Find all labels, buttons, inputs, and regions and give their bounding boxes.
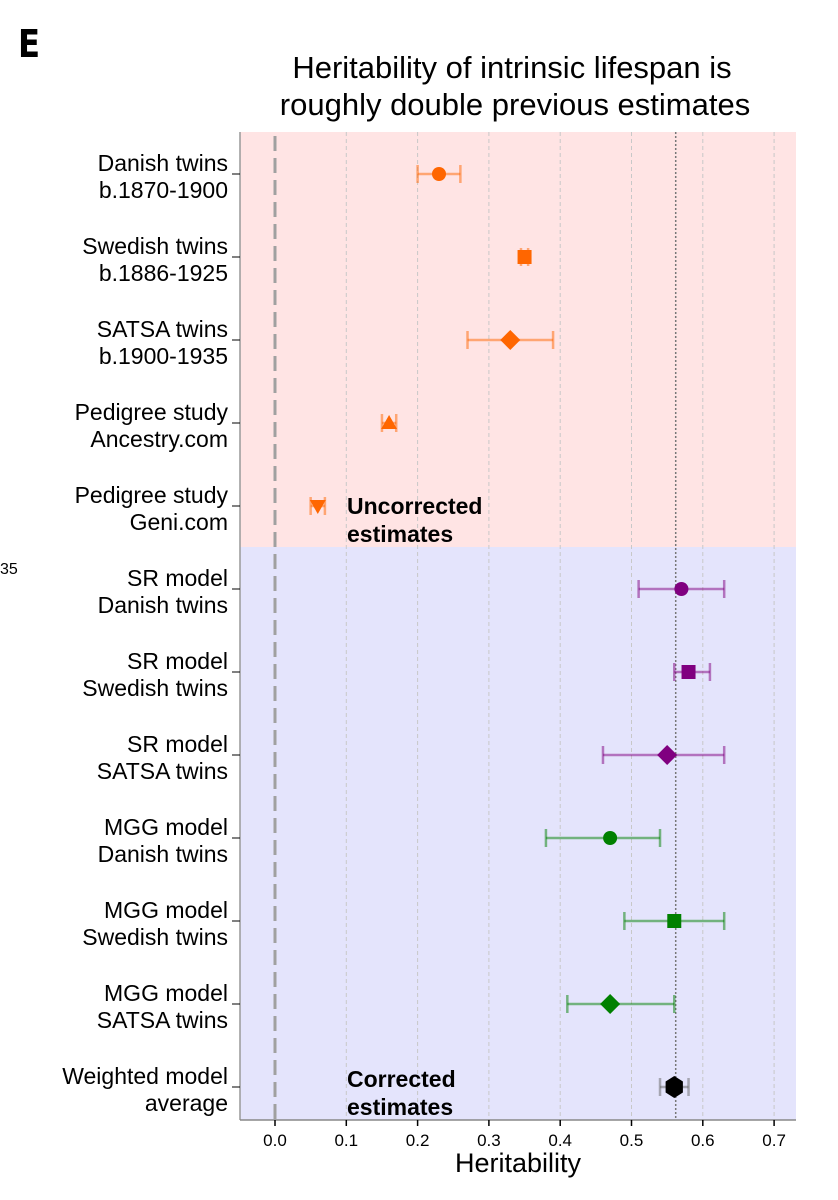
uncorrected-estimates-annotation: Uncorrected: [347, 493, 482, 519]
x-tick-label: 0.7: [762, 1131, 786, 1150]
row-label-line-1: MGG model: [104, 980, 228, 1006]
row-label-line-2: Danish twins: [98, 841, 228, 867]
corrected-estimates-annotation: Corrected: [347, 1066, 456, 1092]
data-point-group: [673, 663, 712, 681]
chart-title-line-1: Heritability of intrinsic lifespan is: [292, 50, 731, 85]
point-marker-square: [681, 665, 696, 679]
x-tick-label: 0.5: [620, 1131, 644, 1150]
point-marker-square: [517, 250, 532, 264]
row-label-line-2: Swedish twins: [82, 675, 228, 701]
row-label-line-2: Danish twins: [98, 592, 228, 618]
data-point-group: [466, 330, 555, 350]
data-point-group: [601, 745, 726, 765]
row-label-line-1: Swedish twins: [82, 233, 228, 259]
row-label-line-2: Ancestry.com: [90, 426, 228, 452]
x-tick-label: 0.4: [548, 1131, 572, 1150]
x-tick-label: 0.1: [334, 1131, 358, 1150]
x-tick-label: 0.6: [691, 1131, 715, 1150]
data-point-group: [623, 912, 726, 930]
point-marker-diamond: [600, 994, 621, 1014]
data-point-group: [566, 994, 676, 1014]
point-marker-triangle-up: [381, 415, 398, 429]
region-corrected: [240, 547, 796, 1120]
row-label-line-2: b.1886-1925: [99, 260, 228, 286]
point-marker-circle: [603, 831, 618, 845]
point-marker-diamond: [500, 330, 521, 350]
row-label-line-2: b.1900-1935: [99, 343, 228, 369]
data-point-group: [517, 248, 532, 266]
row-label-line-1: Danish twins: [98, 150, 228, 176]
data-point-group: [637, 580, 726, 598]
row-label-line-1: Weighted model: [62, 1063, 228, 1089]
point-marker-diamond: [657, 745, 678, 765]
chart-title-line-2: roughly double previous estimates: [280, 87, 750, 122]
x-axis-label: Heritability: [455, 1148, 582, 1178]
row-label-line-1: Pedigree study: [75, 482, 229, 508]
corrected-estimates-annotation: estimates: [347, 1094, 453, 1120]
row-label-line-1: SR model: [127, 648, 228, 674]
data-point-group: [380, 414, 398, 432]
data-point-group: [416, 165, 462, 183]
x-tick-label: 0.3: [477, 1131, 501, 1150]
point-marker-square: [667, 914, 682, 928]
row-label-line-1: MGG model: [104, 814, 228, 840]
row-label-line-2: SATSA twins: [97, 1007, 228, 1033]
row-label-line-1: Pedigree study: [75, 399, 229, 425]
uncorrected-estimates-annotation: estimates: [347, 521, 453, 547]
data-point-group: [309, 497, 327, 515]
row-label-line-2: b.1870-1900: [99, 177, 228, 203]
row-label-line-2: SATSA twins: [97, 758, 228, 784]
point-marker-circle: [674, 582, 689, 596]
x-tick-label: 0.0: [263, 1131, 287, 1150]
row-label-line-2: Geni.com: [130, 509, 228, 535]
row-label-line-1: SR model: [127, 731, 228, 757]
cropped-text-fragment: 35: [0, 561, 18, 578]
row-label-line-1: MGG model: [104, 897, 228, 923]
point-marker-hexagon: [665, 1076, 683, 1098]
row-label-line-1: SR model: [127, 565, 228, 591]
data-point-group: [544, 829, 662, 847]
point-marker-triangle-down: [309, 500, 326, 514]
x-tick-label: 0.2: [406, 1131, 430, 1150]
row-label-line-2: average: [145, 1090, 228, 1116]
data-point-group: [658, 1076, 690, 1098]
row-label-line-1: SATSA twins: [97, 316, 228, 342]
row-label-line-2: Swedish twins: [82, 924, 228, 950]
point-marker-circle: [431, 167, 446, 181]
panel-label: E: [18, 22, 41, 66]
